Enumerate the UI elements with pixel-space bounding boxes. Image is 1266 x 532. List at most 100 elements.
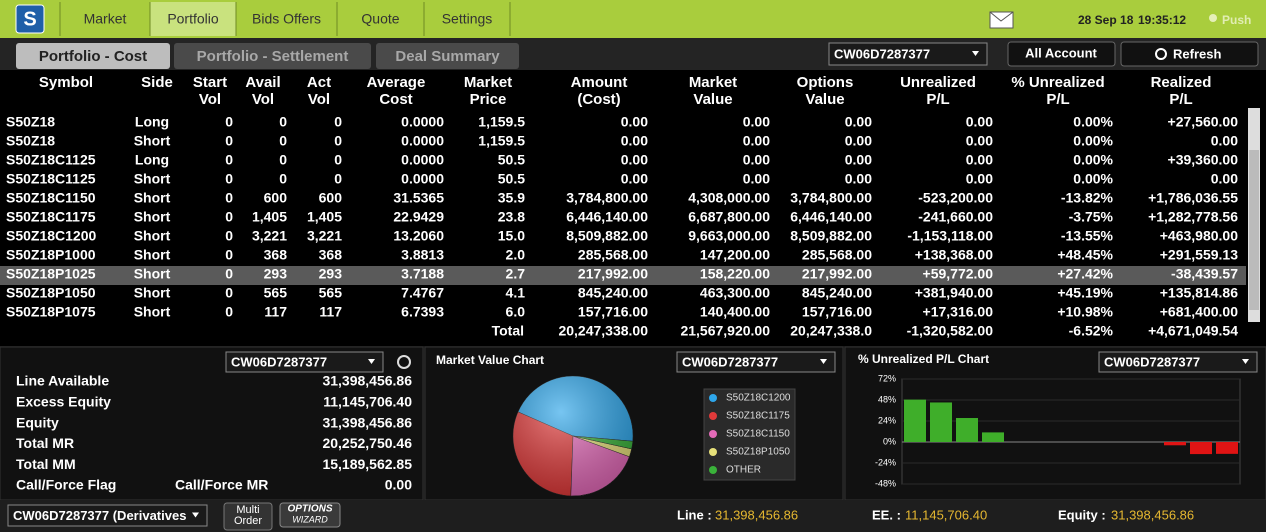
- table-cell: Short: [134, 247, 171, 263]
- bottom-bar: [0, 500, 1266, 532]
- column-header: Amount: [571, 74, 628, 91]
- account-value: 20,252,750.46: [322, 435, 412, 451]
- total-cell: -6.52%: [1069, 323, 1114, 339]
- table-cell: 845,240.00: [802, 285, 872, 301]
- bar: [904, 399, 926, 442]
- table-cell: 117: [319, 304, 342, 320]
- column-header: Realized: [1151, 74, 1212, 91]
- table-cell: +27.42%: [1057, 266, 1113, 282]
- total-label: Total: [492, 323, 524, 339]
- column-header: Act: [307, 74, 331, 91]
- table-cell: Short: [134, 171, 171, 187]
- refresh-button[interactable]: [1120, 41, 1259, 67]
- table-cell: 0.00: [621, 133, 648, 149]
- table-cell: 0: [279, 171, 287, 187]
- table-cell: S50Z18P1075: [6, 304, 96, 320]
- all-account-label: All Account: [1025, 45, 1097, 60]
- bar: [956, 418, 978, 442]
- table-cell: 4,308,000.00: [688, 190, 770, 206]
- table-cell: +1,786,036.55: [1148, 190, 1238, 206]
- panel-refresh[interactable]: [397, 355, 411, 369]
- nav-label: Market: [84, 11, 127, 27]
- account-label: Total MM: [16, 456, 76, 472]
- table-cell: Short: [134, 228, 171, 244]
- table-cell: -13.55%: [1061, 228, 1114, 244]
- chart-select[interactable]: [1098, 351, 1258, 373]
- table-cell: +138,368.00: [915, 247, 993, 263]
- bottom-select-text: CW06D7287377 (Derivatives: [13, 508, 186, 523]
- panel-select-arrow: [368, 359, 375, 364]
- column-header: Average: [367, 74, 426, 91]
- options-wizard-button[interactable]: [279, 502, 341, 528]
- table-cell: 3.7188: [401, 266, 444, 282]
- table-cell: 0: [225, 266, 233, 282]
- legend-swatch: [709, 430, 717, 438]
- multi-order-button[interactable]: [223, 502, 273, 531]
- table-cell: 117: [264, 304, 287, 320]
- table-cell: 0: [279, 133, 287, 149]
- table-cell: Short: [134, 190, 171, 206]
- column-header: Options: [797, 74, 854, 91]
- table-cell: 1,405: [307, 209, 342, 225]
- table-cell: 1,405: [252, 209, 287, 225]
- chart-select-text: CW06D7287377: [1104, 354, 1200, 369]
- table-cell: 293: [264, 266, 288, 282]
- table-cell: 368: [319, 247, 343, 263]
- table-cell: 0.00: [743, 133, 770, 149]
- column-header: Vol: [252, 91, 274, 108]
- options-wizard-label: OPTIONS: [287, 504, 332, 515]
- push-bulb: [1209, 14, 1217, 22]
- table-cell: 3.8813: [401, 247, 444, 263]
- table-cell: +45.19%: [1057, 285, 1113, 301]
- nav-label: Settings: [442, 11, 493, 27]
- table-cell: 3,784,800.00: [790, 190, 872, 206]
- account-select[interactable]: [828, 42, 988, 66]
- mail-flap: [989, 11, 1014, 22]
- panel-select[interactable]: [225, 351, 384, 373]
- line-label: Line :: [677, 507, 712, 522]
- table-cell: 0: [225, 190, 233, 206]
- table-cell: 0.00: [743, 171, 770, 187]
- equity-value: 31,398,456.86: [1111, 507, 1194, 522]
- column-header: Start: [193, 74, 227, 91]
- table-cell: 147,200.00: [700, 247, 770, 263]
- table-cell: 0.00: [966, 114, 993, 130]
- tab[interactable]: [174, 43, 371, 69]
- logo-mark: S: [23, 8, 36, 30]
- scroll-thumb[interactable]: [1249, 150, 1259, 310]
- table-cell: 0.00%: [1073, 171, 1113, 187]
- table-cell: 0: [279, 152, 287, 168]
- legend-label: S50Z18C1175: [726, 411, 790, 422]
- account-value: 31,398,456.86: [322, 414, 412, 430]
- table-cell: 50.5: [498, 171, 525, 187]
- chart-select-arrow: [1242, 359, 1249, 364]
- column-header: Market: [689, 74, 737, 91]
- table-cell: Long: [135, 152, 169, 168]
- bottom-select[interactable]: [7, 504, 208, 527]
- legend-swatch: [709, 466, 717, 474]
- table-cell: 1,159.5: [478, 133, 525, 149]
- table-cell: +48.45%: [1057, 247, 1113, 263]
- table-cell: 157,716.00: [802, 304, 872, 320]
- table-cell: 285,568.00: [578, 247, 648, 263]
- chart-select[interactable]: [676, 351, 836, 373]
- table-cell: 0.00%: [1073, 114, 1113, 130]
- tab[interactable]: [376, 43, 519, 69]
- column-header: Value: [805, 91, 844, 108]
- table-cell: 285,568.00: [802, 247, 872, 263]
- logo: [15, 4, 45, 34]
- tab-label: Portfolio - Cost: [39, 48, 147, 65]
- table-cell: 2.7: [506, 266, 526, 282]
- tab[interactable]: [16, 43, 170, 69]
- table-cell: S50Z18P1050: [6, 285, 96, 301]
- table-cell: Short: [134, 209, 171, 225]
- table-cell: 600: [319, 190, 343, 206]
- table-cell: 0.00: [1211, 133, 1238, 149]
- table-cell: -1,153,118.00: [907, 228, 993, 244]
- total-cell: 21,567,920.00: [680, 323, 770, 339]
- table-cell: 157,716.00: [578, 304, 648, 320]
- table-cell: +27,560.00: [1168, 114, 1239, 130]
- table-cell: 140,400.00: [700, 304, 770, 320]
- table-cell: 7.4767: [401, 285, 444, 301]
- all-account-button[interactable]: [1007, 41, 1116, 67]
